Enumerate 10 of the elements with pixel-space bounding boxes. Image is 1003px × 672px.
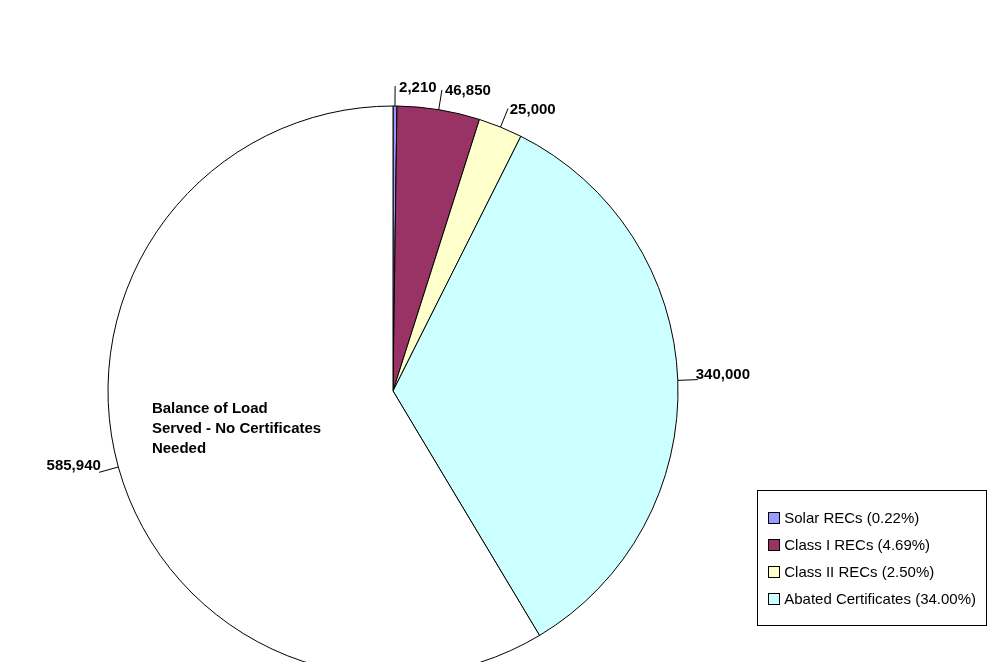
legend-label: Class I RECs (4.69%) xyxy=(784,536,931,553)
text: Balance of Load Served - No Certificates Needed xyxy=(151,397,322,458)
legend-label: Abated Certificates (34.00%) xyxy=(784,590,976,607)
legend-label: Solar RECs (0.22%) xyxy=(784,509,920,526)
data-label: 25,000 xyxy=(509,99,556,117)
data-label: 340,000 xyxy=(695,365,751,383)
data-label: 46,850 xyxy=(444,81,491,99)
data-label: 2,210 xyxy=(399,77,437,95)
data-label: 585,940 xyxy=(46,456,101,474)
legend-label: Class II RECs (2.50%) xyxy=(784,563,935,580)
